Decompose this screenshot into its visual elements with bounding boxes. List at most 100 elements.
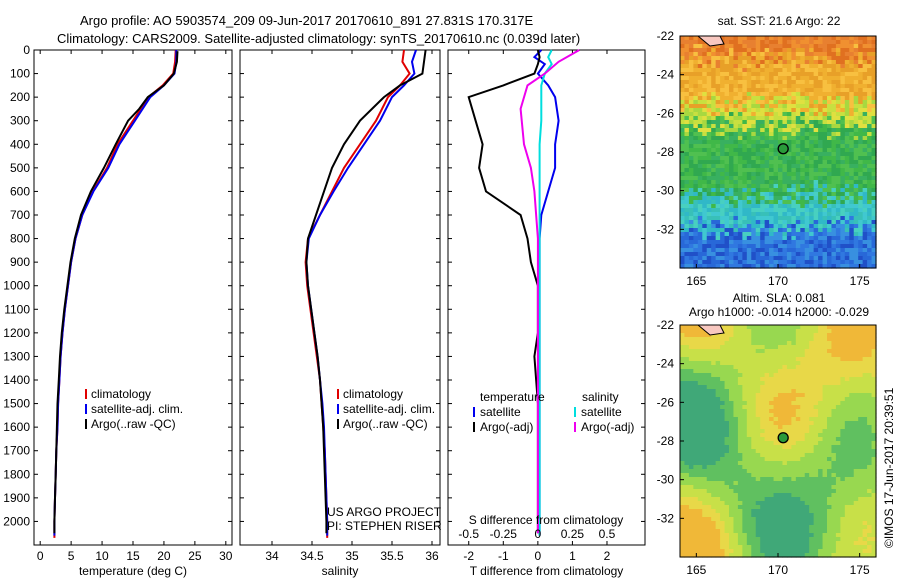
map-cell [724, 84, 730, 89]
map-cell [742, 152, 748, 157]
map-cell [844, 441, 850, 446]
map-cell [822, 401, 828, 406]
map-cell [795, 64, 801, 69]
map-cell [711, 240, 717, 245]
map-cell [813, 172, 819, 177]
map-cell [800, 421, 806, 426]
map-cell [751, 497, 757, 502]
map-cell [831, 100, 837, 105]
map-cell [711, 156, 717, 161]
map-cell [835, 224, 841, 229]
map-cell [742, 188, 748, 193]
map-cell [786, 473, 792, 478]
map-cell [840, 389, 846, 394]
map-cell [778, 413, 784, 418]
map-cell [693, 337, 699, 342]
map-cell [746, 192, 752, 197]
map-cell [724, 108, 730, 113]
map-cell [711, 393, 717, 398]
map-cell [715, 64, 721, 69]
map-cell [858, 377, 864, 382]
map-cell [782, 108, 788, 113]
map-cell [849, 120, 855, 125]
map-cell [778, 248, 784, 253]
map-cell [688, 148, 694, 153]
map-cell [804, 385, 810, 390]
map-cell [791, 176, 797, 181]
map-cell [822, 168, 828, 173]
map-cell [853, 88, 859, 93]
map-cell [778, 509, 784, 514]
map-cell [764, 52, 770, 57]
map-cell [791, 429, 797, 434]
map-cell [840, 413, 846, 418]
map-cell [688, 409, 694, 414]
map-cell [729, 353, 735, 358]
map-cell [715, 429, 721, 434]
map-cell [795, 497, 801, 502]
map-cell [746, 425, 752, 430]
map-cell [791, 64, 797, 69]
map-cell [795, 228, 801, 233]
map-cell [813, 337, 819, 342]
map-cell [733, 248, 739, 253]
map-cell [684, 501, 690, 506]
map-cell [795, 140, 801, 145]
map-cell [831, 116, 837, 121]
map-cell [831, 252, 837, 257]
map-cell [693, 361, 699, 366]
map-cell [818, 341, 824, 346]
map-cell [778, 397, 784, 402]
map-cell [871, 449, 877, 454]
map-cell [751, 413, 757, 418]
map-cell [733, 361, 739, 366]
map-cell [697, 136, 703, 141]
map-cell [867, 252, 873, 257]
map-cell [849, 140, 855, 145]
map-cell [849, 509, 855, 514]
map-cell [786, 329, 792, 334]
map-cell [786, 509, 792, 514]
map-cell [702, 385, 708, 390]
map-cell [862, 68, 868, 73]
map-cell [844, 48, 850, 53]
map-cell [764, 92, 770, 97]
map-cell [742, 337, 748, 342]
map-cell [769, 116, 775, 121]
map-cell [684, 477, 690, 482]
map-cell [729, 112, 735, 117]
map-cell [862, 397, 868, 402]
map-cell [760, 80, 766, 85]
map-cell [813, 453, 819, 458]
map-cell [684, 373, 690, 378]
map-cell [782, 405, 788, 410]
map-cell [715, 421, 721, 426]
map-cell [755, 232, 761, 237]
map-cell [755, 361, 761, 366]
map-cell [715, 52, 721, 57]
map-cell [688, 136, 694, 141]
map-cell [867, 136, 873, 141]
map-cell [778, 357, 784, 362]
map-cell [795, 60, 801, 65]
map-cell [724, 180, 730, 185]
map-cell [853, 377, 859, 382]
map-cell [697, 421, 703, 426]
map-cell [822, 357, 828, 362]
map-cell [769, 385, 775, 390]
map-cell [706, 144, 712, 149]
map-cell [827, 393, 833, 398]
map-cell [867, 72, 873, 77]
map-cell [840, 112, 846, 117]
map-cell [706, 453, 712, 458]
map-cell [844, 240, 850, 245]
map-cell [751, 104, 757, 109]
map-cell [822, 196, 828, 201]
map-cell [840, 92, 846, 97]
map-cell [818, 92, 824, 97]
map-cell [791, 156, 797, 161]
map-cell [795, 72, 801, 77]
map-cell [809, 192, 815, 197]
map-cell [809, 100, 815, 105]
map-cell [769, 44, 775, 49]
